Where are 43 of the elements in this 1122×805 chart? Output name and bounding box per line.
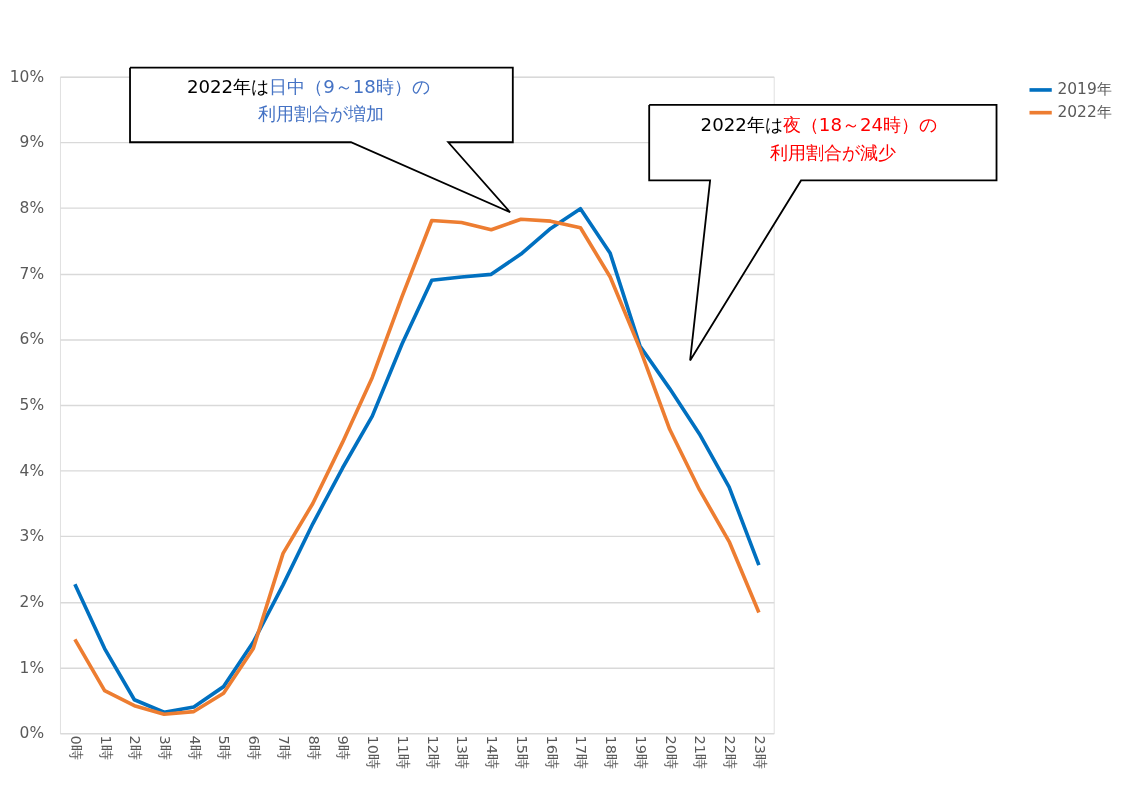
y-tick-label: 5%	[19, 396, 45, 414]
x-tick-label: 4時	[186, 735, 203, 760]
x-tick-label: 1時	[97, 735, 114, 760]
annotation: 2022年は	[700, 114, 783, 136]
text: 夜（18～24時）の	[782, 114, 938, 136]
x-tick-label: 15時	[513, 735, 530, 770]
x-tick-label: 23時	[751, 735, 768, 770]
annotation: 利用割合が増加	[257, 103, 384, 125]
x-tick-label: 17時	[573, 735, 590, 770]
annotation: 2022年は	[186, 76, 270, 98]
y-tick-label: 8%	[19, 199, 45, 218]
x-tick-label: 2時	[127, 735, 144, 760]
x-tick-label: 10時	[365, 735, 382, 770]
x-tick-label: 8時	[305, 735, 322, 760]
y-tick-label: 6%	[19, 330, 45, 349]
x-tick-label: 22時	[722, 735, 739, 770]
annotation: 日中（9～18時）の	[269, 76, 430, 98]
annotation: 利用割合が減少	[769, 141, 896, 163]
x-tick-label: 7時	[275, 735, 292, 760]
x-tick-label: 18時	[603, 735, 620, 770]
y-tick-label: 1%	[19, 658, 45, 677]
x-tick-label: 20時	[662, 735, 679, 770]
y-tick-label: 4%	[19, 461, 45, 480]
y-tick-label: 2%	[19, 592, 45, 611]
x-tick-label: 21時	[692, 735, 709, 770]
x-tick-label: 11時	[394, 735, 411, 770]
x-tick-label: 14時	[484, 735, 501, 770]
x-tick-label: 5時	[216, 735, 233, 760]
legend-label: 2022年	[1057, 103, 1112, 122]
x-tick-label: 9時	[335, 735, 352, 760]
y-tick-label: 10%	[9, 67, 45, 86]
x-tick-label: 6時	[246, 735, 263, 760]
y-tick-label: 3%	[19, 527, 45, 546]
x-tick-label: 19時	[632, 735, 649, 770]
y-tick-label: 9%	[19, 133, 45, 152]
x-tick-label: 13時	[454, 735, 471, 770]
y-tick-label: 0%	[19, 724, 45, 743]
legend-label: 2019年	[1057, 80, 1112, 99]
y-tick-label: 7%	[19, 264, 45, 283]
x-tick-label: 16時	[543, 735, 560, 770]
x-tick-label: 12時	[424, 735, 441, 770]
x-tick-label: 0時	[67, 735, 84, 760]
x-tick-label: 3時	[157, 735, 174, 760]
